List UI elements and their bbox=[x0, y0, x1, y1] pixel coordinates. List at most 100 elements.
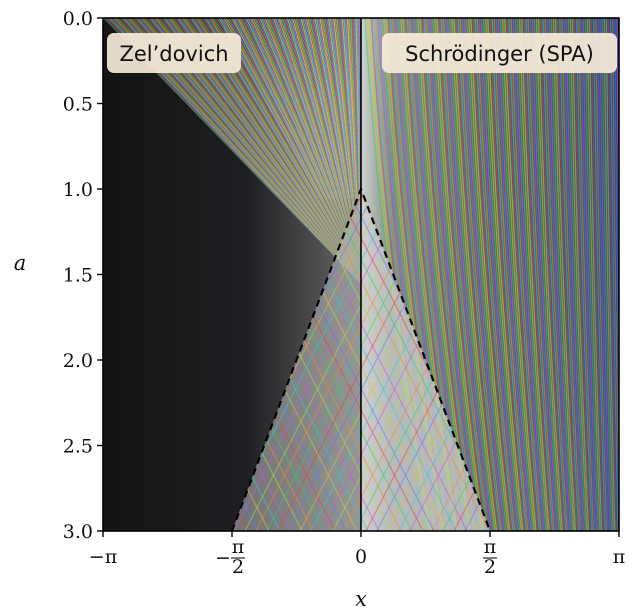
trajectory-line bbox=[302, 18, 361, 129]
trajectory-line bbox=[288, 18, 361, 155]
phase-line bbox=[423, 18, 475, 531]
trajectory-line bbox=[333, 18, 361, 274]
phase-line bbox=[535, 18, 562, 531]
phase-line bbox=[440, 18, 488, 531]
phase-line bbox=[609, 18, 619, 531]
phase-line bbox=[561, 18, 582, 531]
trajectory-line bbox=[321, 18, 361, 272]
phase-line bbox=[444, 18, 491, 531]
trajectory-line bbox=[285, 18, 361, 271]
y-tick-label: 1.0 bbox=[63, 179, 93, 201]
phase-line bbox=[599, 18, 611, 531]
crossing-stream bbox=[619, 179, 642, 531]
trajectory-line bbox=[250, 18, 351, 200]
trajectory-line bbox=[256, 18, 361, 270]
trajectory-line bbox=[220, 18, 361, 272]
trajectory-line bbox=[338, 18, 361, 275]
phase-line bbox=[429, 18, 480, 531]
phase-line bbox=[580, 18, 596, 531]
trajectory-line bbox=[286, 18, 361, 271]
crossing-stream bbox=[231, 189, 292, 531]
trajectory-line bbox=[312, 18, 361, 112]
phase-line bbox=[559, 18, 580, 531]
trajectory-line bbox=[233, 18, 361, 270]
trajectory-line bbox=[259, 18, 361, 270]
phase-line bbox=[465, 18, 508, 531]
trajectory-line bbox=[247, 18, 348, 200]
phase-line bbox=[512, 18, 544, 531]
trajectory-line bbox=[300, 18, 361, 271]
x-tick-denominator: 2 bbox=[232, 556, 244, 578]
trajectory-line bbox=[244, 18, 361, 270]
phase-line bbox=[546, 18, 570, 531]
trajectory-line bbox=[238, 18, 361, 270]
phase-line bbox=[480, 18, 519, 531]
phase-line bbox=[573, 18, 591, 531]
trajectory-line bbox=[304, 18, 361, 271]
trajectory-line bbox=[213, 18, 361, 273]
trajectory-line bbox=[322, 18, 361, 94]
trajectory-line bbox=[225, 18, 328, 200]
phase-line bbox=[563, 18, 583, 531]
phase-line bbox=[470, 18, 511, 531]
phase-line bbox=[569, 18, 588, 531]
trajectory-line bbox=[269, 18, 361, 270]
trajectory-line bbox=[324, 18, 361, 273]
trajectory-line bbox=[245, 18, 361, 270]
trajectory-line bbox=[298, 18, 361, 138]
phase-line bbox=[557, 18, 578, 531]
phase-line bbox=[468, 18, 509, 531]
panel-label-right-box bbox=[382, 33, 617, 73]
phase-line bbox=[616, 18, 619, 312]
phase-line bbox=[508, 18, 541, 531]
trajectory-line bbox=[338, 18, 361, 62]
phase-line bbox=[571, 18, 590, 531]
crossing-stream bbox=[231, 189, 314, 531]
trajectory-line bbox=[326, 18, 361, 85]
phase-line bbox=[510, 18, 542, 531]
y-tick-label: 1.5 bbox=[63, 265, 93, 287]
phase-line bbox=[582, 18, 598, 531]
phase-line bbox=[542, 18, 567, 531]
trajectory-line bbox=[329, 18, 361, 273]
phase-line bbox=[540, 18, 565, 531]
phase-line bbox=[565, 18, 585, 531]
x-tick-denominator: 2 bbox=[484, 556, 496, 578]
y-tick-label: 0.5 bbox=[63, 94, 93, 116]
phase-line bbox=[472, 18, 513, 531]
phase-line bbox=[434, 18, 483, 531]
phase-line bbox=[603, 18, 614, 531]
trajectory-line bbox=[221, 18, 361, 272]
phase-line bbox=[552, 18, 575, 531]
crossing-stream bbox=[628, 179, 642, 531]
phase-line bbox=[550, 18, 573, 531]
y-axis-label: a bbox=[14, 251, 27, 275]
trajectory-line bbox=[329, 18, 361, 80]
trajectory-line bbox=[290, 18, 361, 271]
trajectory-line bbox=[254, 18, 361, 270]
trajectory-line bbox=[293, 18, 361, 271]
phase-line bbox=[601, 18, 613, 531]
trajectory-line bbox=[353, 18, 361, 290]
phase-line bbox=[584, 18, 600, 531]
trajectory-line bbox=[266, 18, 361, 270]
phase-line bbox=[586, 18, 601, 531]
trajectory-line bbox=[233, 18, 335, 200]
trajectory-line bbox=[315, 18, 361, 272]
trajectory-line bbox=[274, 18, 361, 271]
y-tick-label: 3.0 bbox=[63, 521, 93, 543]
trajectory-line bbox=[350, 18, 361, 283]
x-tick-label: π bbox=[613, 546, 626, 568]
trajectory-line bbox=[228, 18, 331, 200]
phase-line bbox=[457, 18, 501, 531]
trajectory-line bbox=[252, 18, 361, 270]
trajectory-line bbox=[310, 18, 361, 272]
trajectory-line bbox=[341, 18, 361, 57]
phase-line bbox=[521, 18, 550, 531]
trajectory-line bbox=[314, 18, 361, 272]
trajectory-line bbox=[202, 18, 361, 275]
phase-line bbox=[476, 18, 516, 531]
trajectory-line bbox=[208, 18, 361, 274]
trajectory-line bbox=[307, 18, 361, 121]
